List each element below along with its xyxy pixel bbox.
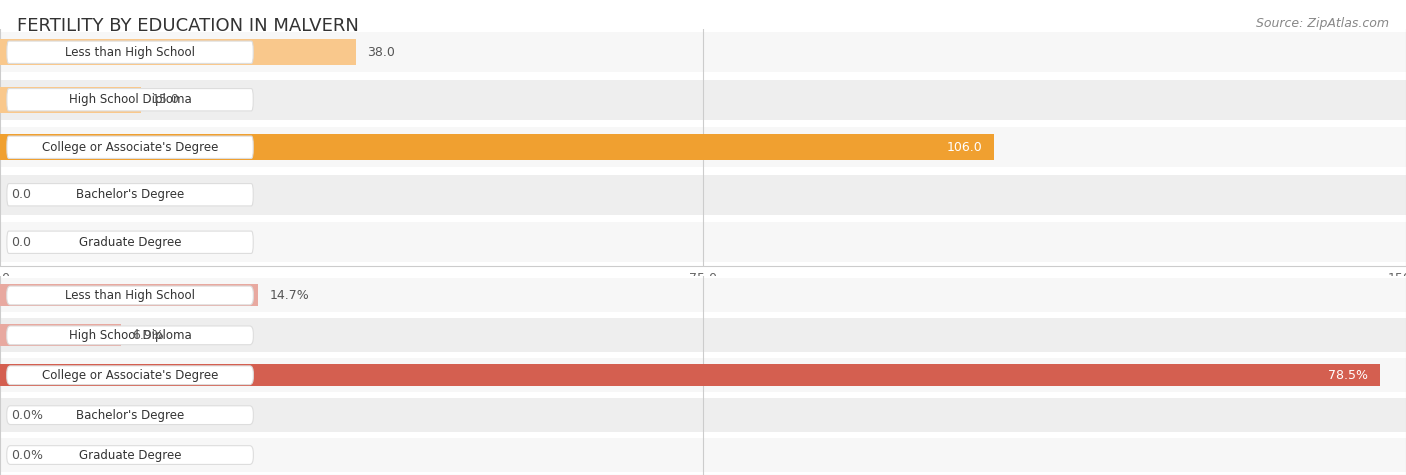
Bar <box>0 364 1379 386</box>
FancyBboxPatch shape <box>7 183 253 206</box>
FancyBboxPatch shape <box>7 326 253 345</box>
Text: 106.0: 106.0 <box>946 141 983 154</box>
Text: Bachelor's Degree: Bachelor's Degree <box>76 408 184 422</box>
Text: Graduate Degree: Graduate Degree <box>79 236 181 249</box>
FancyBboxPatch shape <box>7 88 253 111</box>
FancyBboxPatch shape <box>7 446 253 465</box>
Text: Bachelor's Degree: Bachelor's Degree <box>76 188 184 201</box>
Text: FERTILITY BY EDUCATION IN MALVERN: FERTILITY BY EDUCATION IN MALVERN <box>17 17 359 35</box>
Text: College or Associate's Degree: College or Associate's Degree <box>42 369 218 382</box>
Text: 78.5%: 78.5% <box>1329 369 1368 382</box>
Text: Graduate Degree: Graduate Degree <box>79 448 181 462</box>
Bar <box>0 278 1406 313</box>
Bar <box>0 86 141 113</box>
Text: 38.0: 38.0 <box>367 46 395 59</box>
Bar <box>0 222 1406 262</box>
Text: 0.0%: 0.0% <box>11 408 44 422</box>
FancyBboxPatch shape <box>7 406 253 425</box>
FancyBboxPatch shape <box>7 136 253 159</box>
Text: Less than High School: Less than High School <box>65 46 195 59</box>
Bar <box>0 79 1406 120</box>
Text: Source: ZipAtlas.com: Source: ZipAtlas.com <box>1256 17 1389 29</box>
Text: Less than High School: Less than High School <box>65 289 195 302</box>
Text: 0.0: 0.0 <box>11 236 31 249</box>
Bar <box>0 175 1406 215</box>
Bar <box>0 127 1406 168</box>
Text: 6.9%: 6.9% <box>132 329 165 342</box>
Text: High School Diploma: High School Diploma <box>69 93 191 106</box>
Bar <box>0 32 1406 72</box>
FancyBboxPatch shape <box>7 366 253 385</box>
Bar <box>0 358 1406 392</box>
Bar <box>0 134 994 161</box>
Bar <box>0 438 1406 472</box>
Bar <box>0 324 121 346</box>
Text: College or Associate's Degree: College or Associate's Degree <box>42 141 218 154</box>
Bar <box>0 318 1406 352</box>
Text: 14.7%: 14.7% <box>270 289 309 302</box>
FancyBboxPatch shape <box>7 41 253 64</box>
Text: High School Diploma: High School Diploma <box>69 329 191 342</box>
Text: 15.0: 15.0 <box>152 93 180 106</box>
Bar <box>0 398 1406 432</box>
Bar <box>0 285 259 306</box>
Text: 0.0%: 0.0% <box>11 448 44 462</box>
FancyBboxPatch shape <box>7 231 253 253</box>
FancyBboxPatch shape <box>7 286 253 305</box>
Bar <box>0 39 356 66</box>
Text: 0.0: 0.0 <box>11 188 31 201</box>
